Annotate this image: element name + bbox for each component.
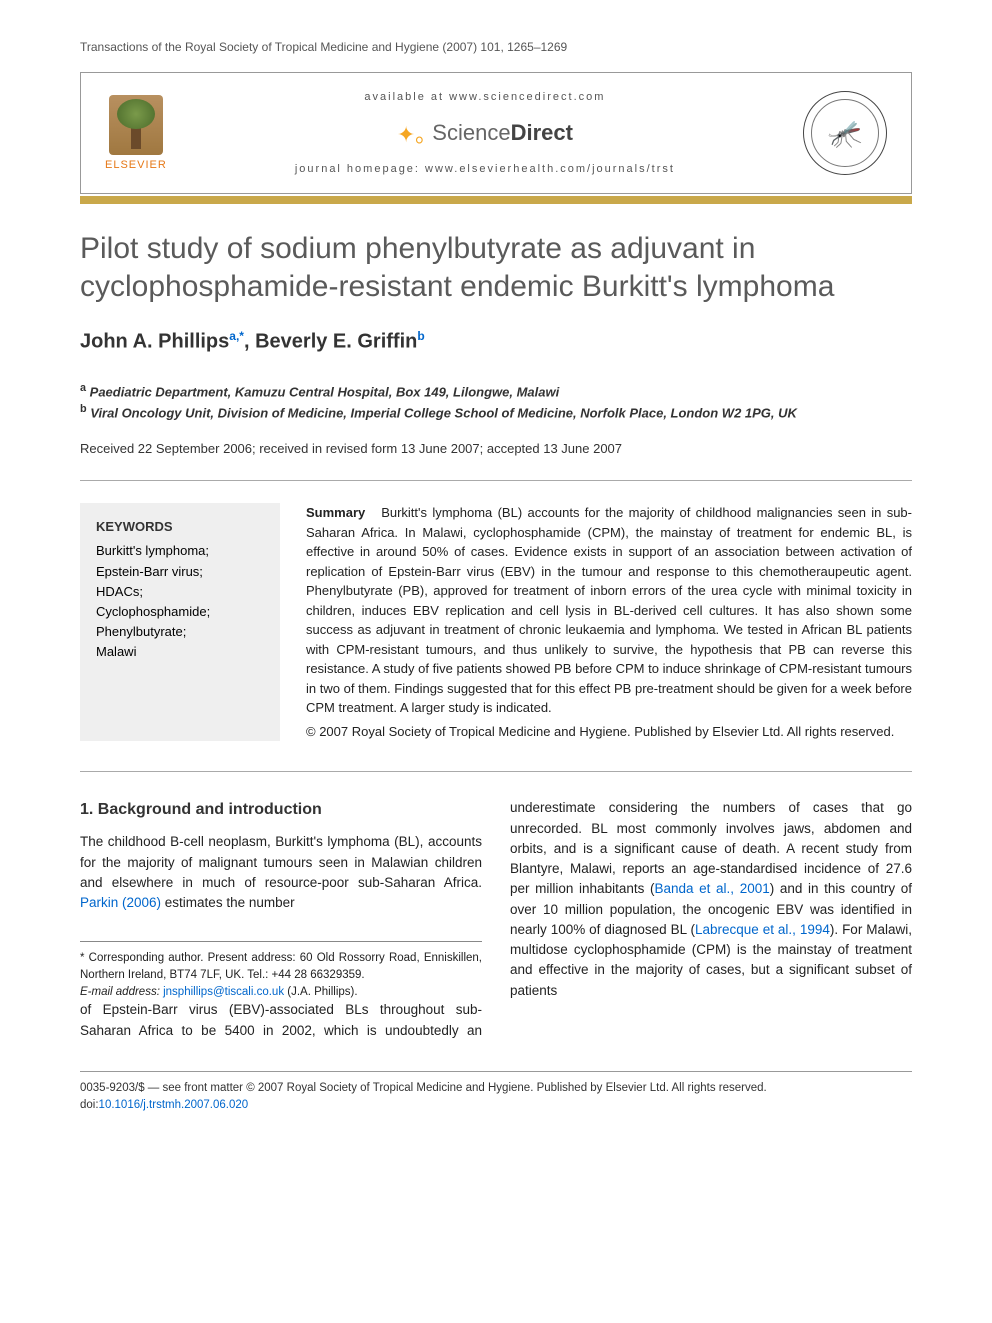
doi-link[interactable]: 10.1016/j.trstmh.2007.06.020 bbox=[99, 1099, 249, 1111]
affiliation-a: a Paediatric Department, Kamuzu Central … bbox=[80, 380, 912, 402]
mosquito-icon: 🦟 bbox=[828, 117, 863, 150]
keywords-heading: KEYWORDS bbox=[96, 517, 264, 537]
divider-bottom bbox=[80, 771, 912, 772]
page-footer: 0035-9203/$ — see front matter © 2007 Ro… bbox=[80, 1071, 912, 1113]
abstract-row: KEYWORDS Burkitt's lymphoma; Epstein-Bar… bbox=[80, 503, 912, 741]
summary-text: Burkitt's lymphoma (BL) accounts for the… bbox=[306, 505, 912, 715]
author-2: Beverly E. Griffin bbox=[255, 331, 417, 353]
sciencedirect-text: ScienceDirect bbox=[432, 120, 573, 146]
section-heading-1: 1. Background and introduction bbox=[80, 798, 482, 822]
journal-homepage-line: journal homepage: www.elsevierhealth.com… bbox=[179, 163, 791, 175]
author-1: John A. Phillips bbox=[80, 331, 229, 353]
corresponding-email[interactable]: jnsphillips@tiscali.co.uk bbox=[163, 986, 284, 998]
summary-label: Summary bbox=[306, 505, 365, 520]
corresponding-email-line: E-mail address: jnsphillips@tiscali.co.u… bbox=[80, 984, 482, 1001]
affiliation-b: b Viral Oncology Unit, Division of Medic… bbox=[80, 401, 912, 423]
summary-copyright: © 2007 Royal Society of Tropical Medicin… bbox=[306, 722, 912, 742]
elsevier-logo: ELSEVIER bbox=[105, 95, 167, 171]
divider-top bbox=[80, 480, 912, 481]
elsevier-wordmark: ELSEVIER bbox=[105, 159, 167, 171]
footer-copyright: 0035-9203/$ — see front matter © 2007 Ro… bbox=[80, 1080, 912, 1097]
citation-banda[interactable]: Banda et al., 2001 bbox=[654, 881, 769, 896]
elsevier-tree-icon bbox=[109, 95, 163, 155]
footer-doi-line: doi:10.1016/j.trstmh.2007.06.020 bbox=[80, 1097, 912, 1114]
available-at-line: available at www.sciencedirect.com bbox=[179, 91, 791, 103]
article-title: Pilot study of sodium phenylbutyrate as … bbox=[80, 230, 912, 305]
author-1-affil-sup[interactable]: a,* bbox=[229, 329, 244, 343]
summary-block: Summary Burkitt's lymphoma (BL) accounts… bbox=[306, 503, 912, 741]
body-columns: 1. Background and introduction The child… bbox=[80, 798, 912, 1041]
author-2-affil-sup[interactable]: b bbox=[417, 329, 424, 343]
author-list: John A. Phillipsa,*, Beverly E. Griffinb bbox=[80, 329, 912, 354]
sciencedirect-logo: ✦｡ ScienceDirect bbox=[397, 117, 573, 149]
header-center: available at www.sciencedirect.com ✦｡ Sc… bbox=[167, 91, 803, 175]
body-para-1: The childhood B-cell neoplasm, Burkitt's… bbox=[80, 832, 482, 913]
citation-labrecque[interactable]: Labrecque et al., 1994 bbox=[695, 922, 830, 937]
running-head: Transactions of the Royal Society of Tro… bbox=[80, 40, 912, 54]
gold-divider-bar bbox=[80, 196, 912, 204]
corresponding-author-block: * Corresponding author. Present address:… bbox=[80, 941, 482, 1000]
keywords-list: Burkitt's lymphoma; Epstein-Barr virus; … bbox=[96, 541, 264, 662]
affiliations: a Paediatric Department, Kamuzu Central … bbox=[80, 380, 912, 424]
article-history: Received 22 September 2006; received in … bbox=[80, 441, 912, 456]
sciencedirect-mark-icon: ✦｡ bbox=[397, 117, 426, 149]
corresponding-text: * Corresponding author. Present address:… bbox=[80, 950, 482, 983]
society-seal-icon: 🦟 bbox=[803, 91, 887, 175]
citation-parkin[interactable]: Parkin (2006) bbox=[80, 895, 161, 910]
journal-header: ELSEVIER available at www.sciencedirect.… bbox=[80, 72, 912, 194]
keywords-box: KEYWORDS Burkitt's lymphoma; Epstein-Bar… bbox=[80, 503, 280, 741]
